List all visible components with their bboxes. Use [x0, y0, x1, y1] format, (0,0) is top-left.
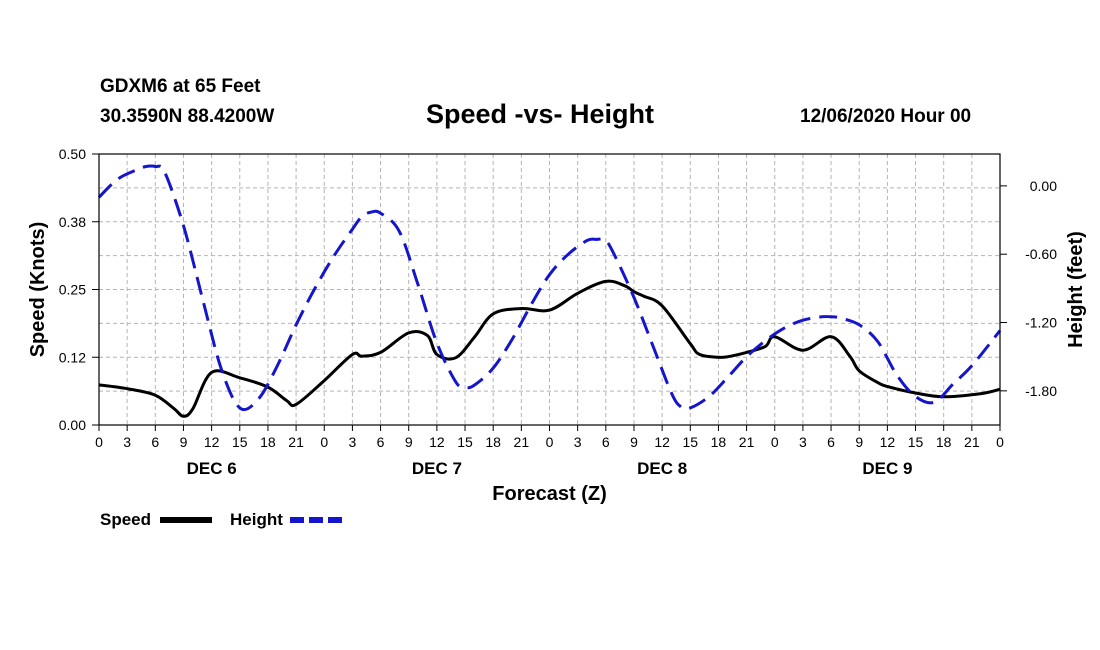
x-tick-label: 0 — [546, 434, 554, 450]
x-tick-label: 21 — [288, 434, 304, 450]
x-tick-label: 6 — [827, 434, 835, 450]
axes: 0 3 6 9 12 15 18 21 0 3 6 9 12 15 18 21 0 3 6 9 12 15 18 21 0 3 6 9… — [59, 146, 1057, 478]
y2-tick-label: -0.60 — [1025, 246, 1057, 262]
series-layer — [97, 164, 1002, 418]
x-tick-label: 6 — [151, 434, 159, 450]
x-tick-label: 18 — [485, 434, 501, 450]
x-tick-label: 3 — [349, 434, 357, 450]
y-tick-label: 0.25 — [59, 282, 86, 298]
y-tick-label: 0.12 — [59, 349, 86, 365]
x-tick-label: 3 — [123, 434, 131, 450]
x-tick-label: 9 — [405, 434, 413, 450]
x-tick-label: 15 — [232, 434, 248, 450]
x-axis-title: Forecast (Z) — [492, 483, 606, 505]
x-tick-label: 3 — [574, 434, 582, 450]
legend-height-label: Height — [230, 510, 283, 529]
y-tick-label: 0.50 — [59, 146, 86, 162]
x-tick-label: 21 — [514, 434, 530, 450]
x-tick-label: 12 — [654, 434, 670, 450]
x-tick-label: 12 — [429, 434, 445, 450]
y2-axis-title: Height (feet) — [1065, 231, 1087, 348]
y-tick-label: 0.00 — [59, 417, 86, 433]
chart-title: Speed -vs- Height — [426, 99, 655, 129]
series-line-speed — [98, 279, 1001, 418]
x-tick-label: 15 — [682, 434, 698, 450]
station-label: GDXM6 at 65 Feet — [100, 76, 261, 97]
x-tick-label: 0 — [996, 434, 1004, 450]
x-tick-label: 3 — [799, 434, 807, 450]
x-tick-label: 18 — [260, 434, 276, 450]
y2-tick-label: 0.00 — [1030, 178, 1057, 194]
day-label: DEC 8 — [637, 459, 687, 478]
day-label: DEC 9 — [862, 459, 912, 478]
day-label: DEC 6 — [187, 459, 237, 478]
x-tick-label: 9 — [180, 434, 188, 450]
x-tick-label: 0 — [771, 434, 779, 450]
x-tick-label: 21 — [964, 434, 980, 450]
series-line-height — [97, 164, 1002, 412]
x-tick-label: 9 — [855, 434, 863, 450]
x-tick-label: 12 — [204, 434, 220, 450]
legend: Speed Height — [100, 510, 342, 529]
station-coordinates: 30.3590N 88.4200W — [100, 106, 275, 127]
y-tick-label: 0.38 — [59, 214, 86, 230]
x-tick-label: 0 — [320, 434, 328, 450]
x-tick-label: 18 — [711, 434, 727, 450]
day-label: DEC 7 — [412, 459, 462, 478]
y2-tick-label: -1.20 — [1025, 315, 1057, 331]
grid — [99, 154, 1000, 425]
forecast-run-time: 12/06/2020 Hour 00 — [800, 106, 972, 127]
x-tick-label: 0 — [95, 434, 103, 450]
x-tick-label: 15 — [457, 434, 473, 450]
legend-speed-label: Speed — [100, 510, 151, 529]
y-axis-title: Speed (Knots) — [27, 222, 49, 358]
x-tick-label: 15 — [908, 434, 924, 450]
x-tick-label: 6 — [602, 434, 610, 450]
y2-tick-label: -1.80 — [1025, 383, 1057, 399]
x-tick-label: 9 — [630, 434, 638, 450]
x-tick-label: 12 — [880, 434, 896, 450]
x-tick-label: 21 — [739, 434, 755, 450]
x-tick-label: 6 — [377, 434, 385, 450]
x-tick-label: 18 — [936, 434, 952, 450]
